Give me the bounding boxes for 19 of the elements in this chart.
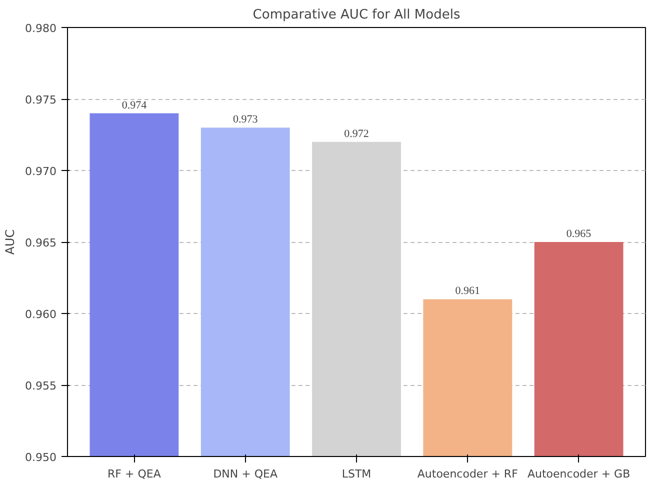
y-tick-label: 0.970 [25, 165, 57, 178]
data-label: 0.974 [122, 99, 148, 112]
data-label: 0.973 [232, 114, 258, 126]
x-tick-label: DNN + QEA [213, 468, 278, 480]
data-label: 0.965 [566, 228, 592, 240]
x-tick-label: Autoencoder + RF [417, 468, 518, 480]
y-tick-label: 0.965 [25, 236, 57, 250]
y-tick-label: 0.960 [25, 308, 57, 321]
chart-title: Comparative AUC for All Models [252, 8, 460, 22]
y-tick-label: 0.975 [25, 94, 57, 106]
y-tick-label: 0.950 [25, 451, 57, 464]
y-tick-label: 0.955 [25, 380, 57, 392]
x-tick-label: RF + QEA [108, 468, 162, 480]
x-tick-label: LSTM [342, 468, 372, 480]
y-axis-title: AUC [3, 229, 18, 255]
x-tick-label: Autoencoder + GB [528, 468, 630, 480]
y-tick-label: 0.980 [25, 22, 57, 35]
data-label: 0.961 [455, 285, 480, 298]
data-label: 0.972 [344, 128, 369, 140]
